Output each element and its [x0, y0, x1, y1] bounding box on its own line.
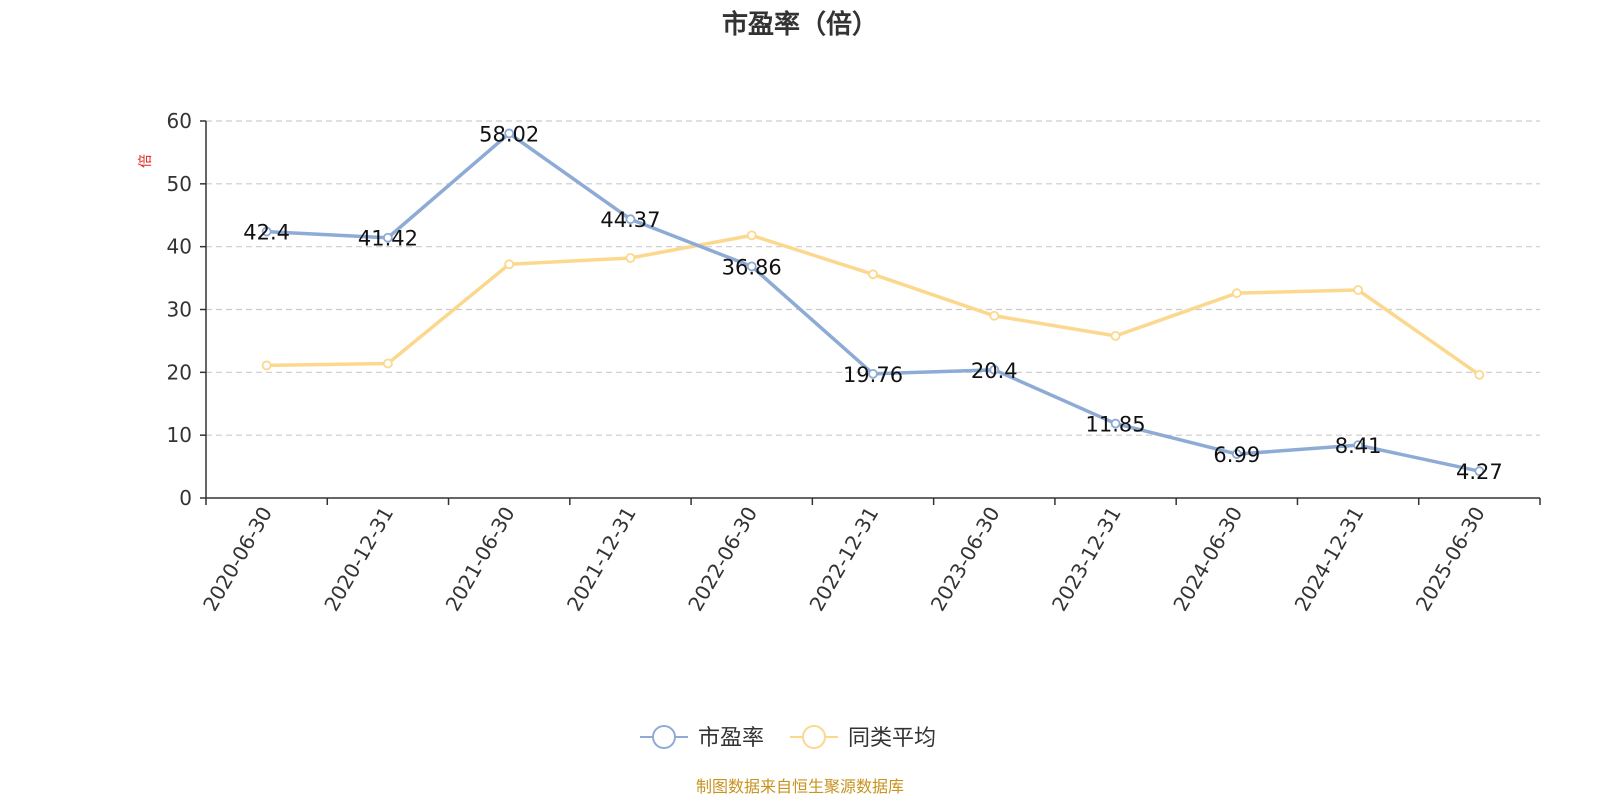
data-point[interactable] [989, 310, 1000, 321]
x-tick-label: 2022-12-31 [804, 503, 883, 616]
x-tick-label: 2020-06-30 [198, 503, 277, 616]
data-point[interactable] [1231, 449, 1242, 459]
x-tick-label: 2023-06-30 [926, 503, 1005, 616]
gridlines [206, 120, 1540, 436]
data-point[interactable] [746, 261, 757, 272]
data-point[interactable] [746, 230, 757, 241]
y-tick-label: 30 [167, 298, 192, 322]
data-point[interactable] [261, 360, 272, 371]
data-point[interactable] [868, 368, 878, 379]
legend[interactable]: 市盈率 同类平均 [640, 725, 936, 751]
data-point[interactable] [383, 232, 393, 243]
data-source-note: 制图数据来自恒生聚源数据库 [696, 777, 904, 796]
data-label: 42.4 [243, 221, 290, 245]
data-point[interactable] [504, 128, 515, 139]
y-tick-label: 50 [167, 172, 192, 196]
y-tick-label: 20 [167, 360, 192, 384]
data-label: 19.76 [843, 363, 903, 387]
data-point[interactable] [1231, 288, 1242, 299]
data-label: 36.86 [722, 255, 782, 279]
data-point[interactable] [1110, 330, 1121, 341]
legend-marker [802, 725, 826, 749]
data-point[interactable] [383, 358, 393, 369]
data-point[interactable] [868, 269, 878, 280]
data-point[interactable] [1474, 466, 1485, 477]
legend-label: 同类平均 [848, 726, 936, 751]
legend-label: 市盈率 [698, 726, 764, 751]
x-tick-label: 2024-12-31 [1290, 503, 1369, 616]
x-tick-label: 2023-12-31 [1047, 503, 1126, 616]
data-point[interactable] [261, 226, 272, 237]
y-tick-label: 0 [179, 486, 192, 510]
x-tick-label: 2022-06-30 [683, 503, 762, 616]
x-tick-label: 2020-12-31 [319, 503, 398, 616]
x-tick-label: 2024-06-30 [1168, 503, 1247, 616]
data-label: 20.4 [971, 359, 1018, 383]
data-labels: 42.4 41.42 58.02 44.37 36.86 19.76 20.4 11.85 6.… [243, 122, 1502, 484]
data-label: 6.99 [1213, 443, 1260, 467]
data-point[interactable] [625, 214, 636, 225]
y-tick-label: 10 [167, 423, 192, 447]
data-label: 44.37 [600, 208, 660, 232]
data-point[interactable] [504, 259, 515, 270]
x-tick-label: 2021-06-30 [441, 503, 520, 616]
data-label: 58.02 [479, 122, 539, 146]
data-point[interactable] [1110, 418, 1121, 429]
data-label: 41.42 [358, 227, 418, 251]
data-point[interactable] [1474, 369, 1485, 380]
legend-item-1[interactable]: 市盈率 [640, 725, 764, 751]
data-label: 4.27 [1456, 460, 1503, 484]
data-point[interactable] [625, 253, 636, 263]
series-1 [261, 128, 1485, 477]
legend-item-2[interactable]: 同类平均 [790, 725, 936, 751]
y-tick-label: 60 [167, 109, 192, 133]
x-tick-label: 2025-06-30 [1411, 503, 1490, 616]
legend-marker [652, 725, 676, 749]
y-axis-label: 倍 [138, 154, 154, 168]
data-point[interactable] [1353, 285, 1363, 295]
series-line [266, 233, 1481, 377]
data-label: 11.85 [1085, 413, 1145, 437]
chart-title: 市盈率（倍） [722, 9, 878, 40]
series [261, 128, 1485, 477]
x-tick-label: 2021-12-31 [562, 503, 641, 616]
y-tick-label: 40 [167, 235, 192, 259]
series-2 [261, 230, 1485, 380]
data-label: 8.41 [1335, 434, 1382, 458]
data-point[interactable] [1353, 440, 1363, 451]
data-point[interactable] [989, 364, 1000, 375]
